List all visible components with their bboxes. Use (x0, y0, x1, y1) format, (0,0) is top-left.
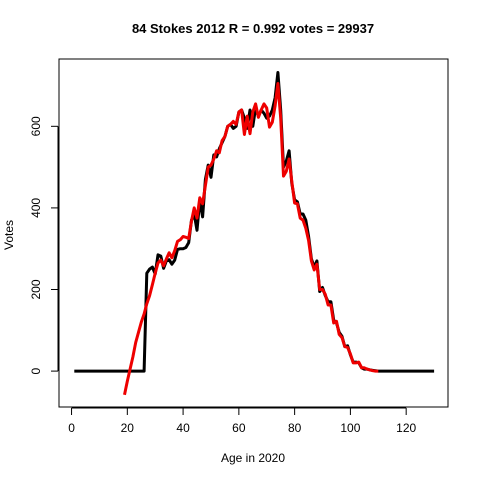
y-tick-label: 200 (29, 279, 43, 299)
x-tick-label: 20 (121, 421, 135, 435)
x-tick-label: 80 (288, 421, 302, 435)
series-layer (74, 71, 435, 396)
x-tick-label: 0 (68, 421, 75, 435)
x-axis-label: Age in 2020 (221, 451, 285, 465)
plot-box (58, 58, 449, 408)
x-tick-label: 100 (340, 421, 360, 435)
series-line-1 (74, 71, 435, 373)
x-tick-label: 60 (232, 421, 246, 435)
chart-title: 84 Stokes 2012 R = 0.992 votes = 29937 (132, 21, 374, 36)
y-axis-label: Votes (2, 220, 16, 250)
axes: 0 20 40 60 80 100 120 0 200 400 600 (29, 116, 417, 435)
x-tick-label: 120 (396, 421, 416, 435)
y-tick-label: 600 (29, 116, 43, 136)
y-tick-label: 400 (29, 198, 43, 218)
series-line-2 (123, 82, 379, 396)
y-tick-label: 0 (29, 367, 43, 374)
x-tick-label: 40 (176, 421, 190, 435)
